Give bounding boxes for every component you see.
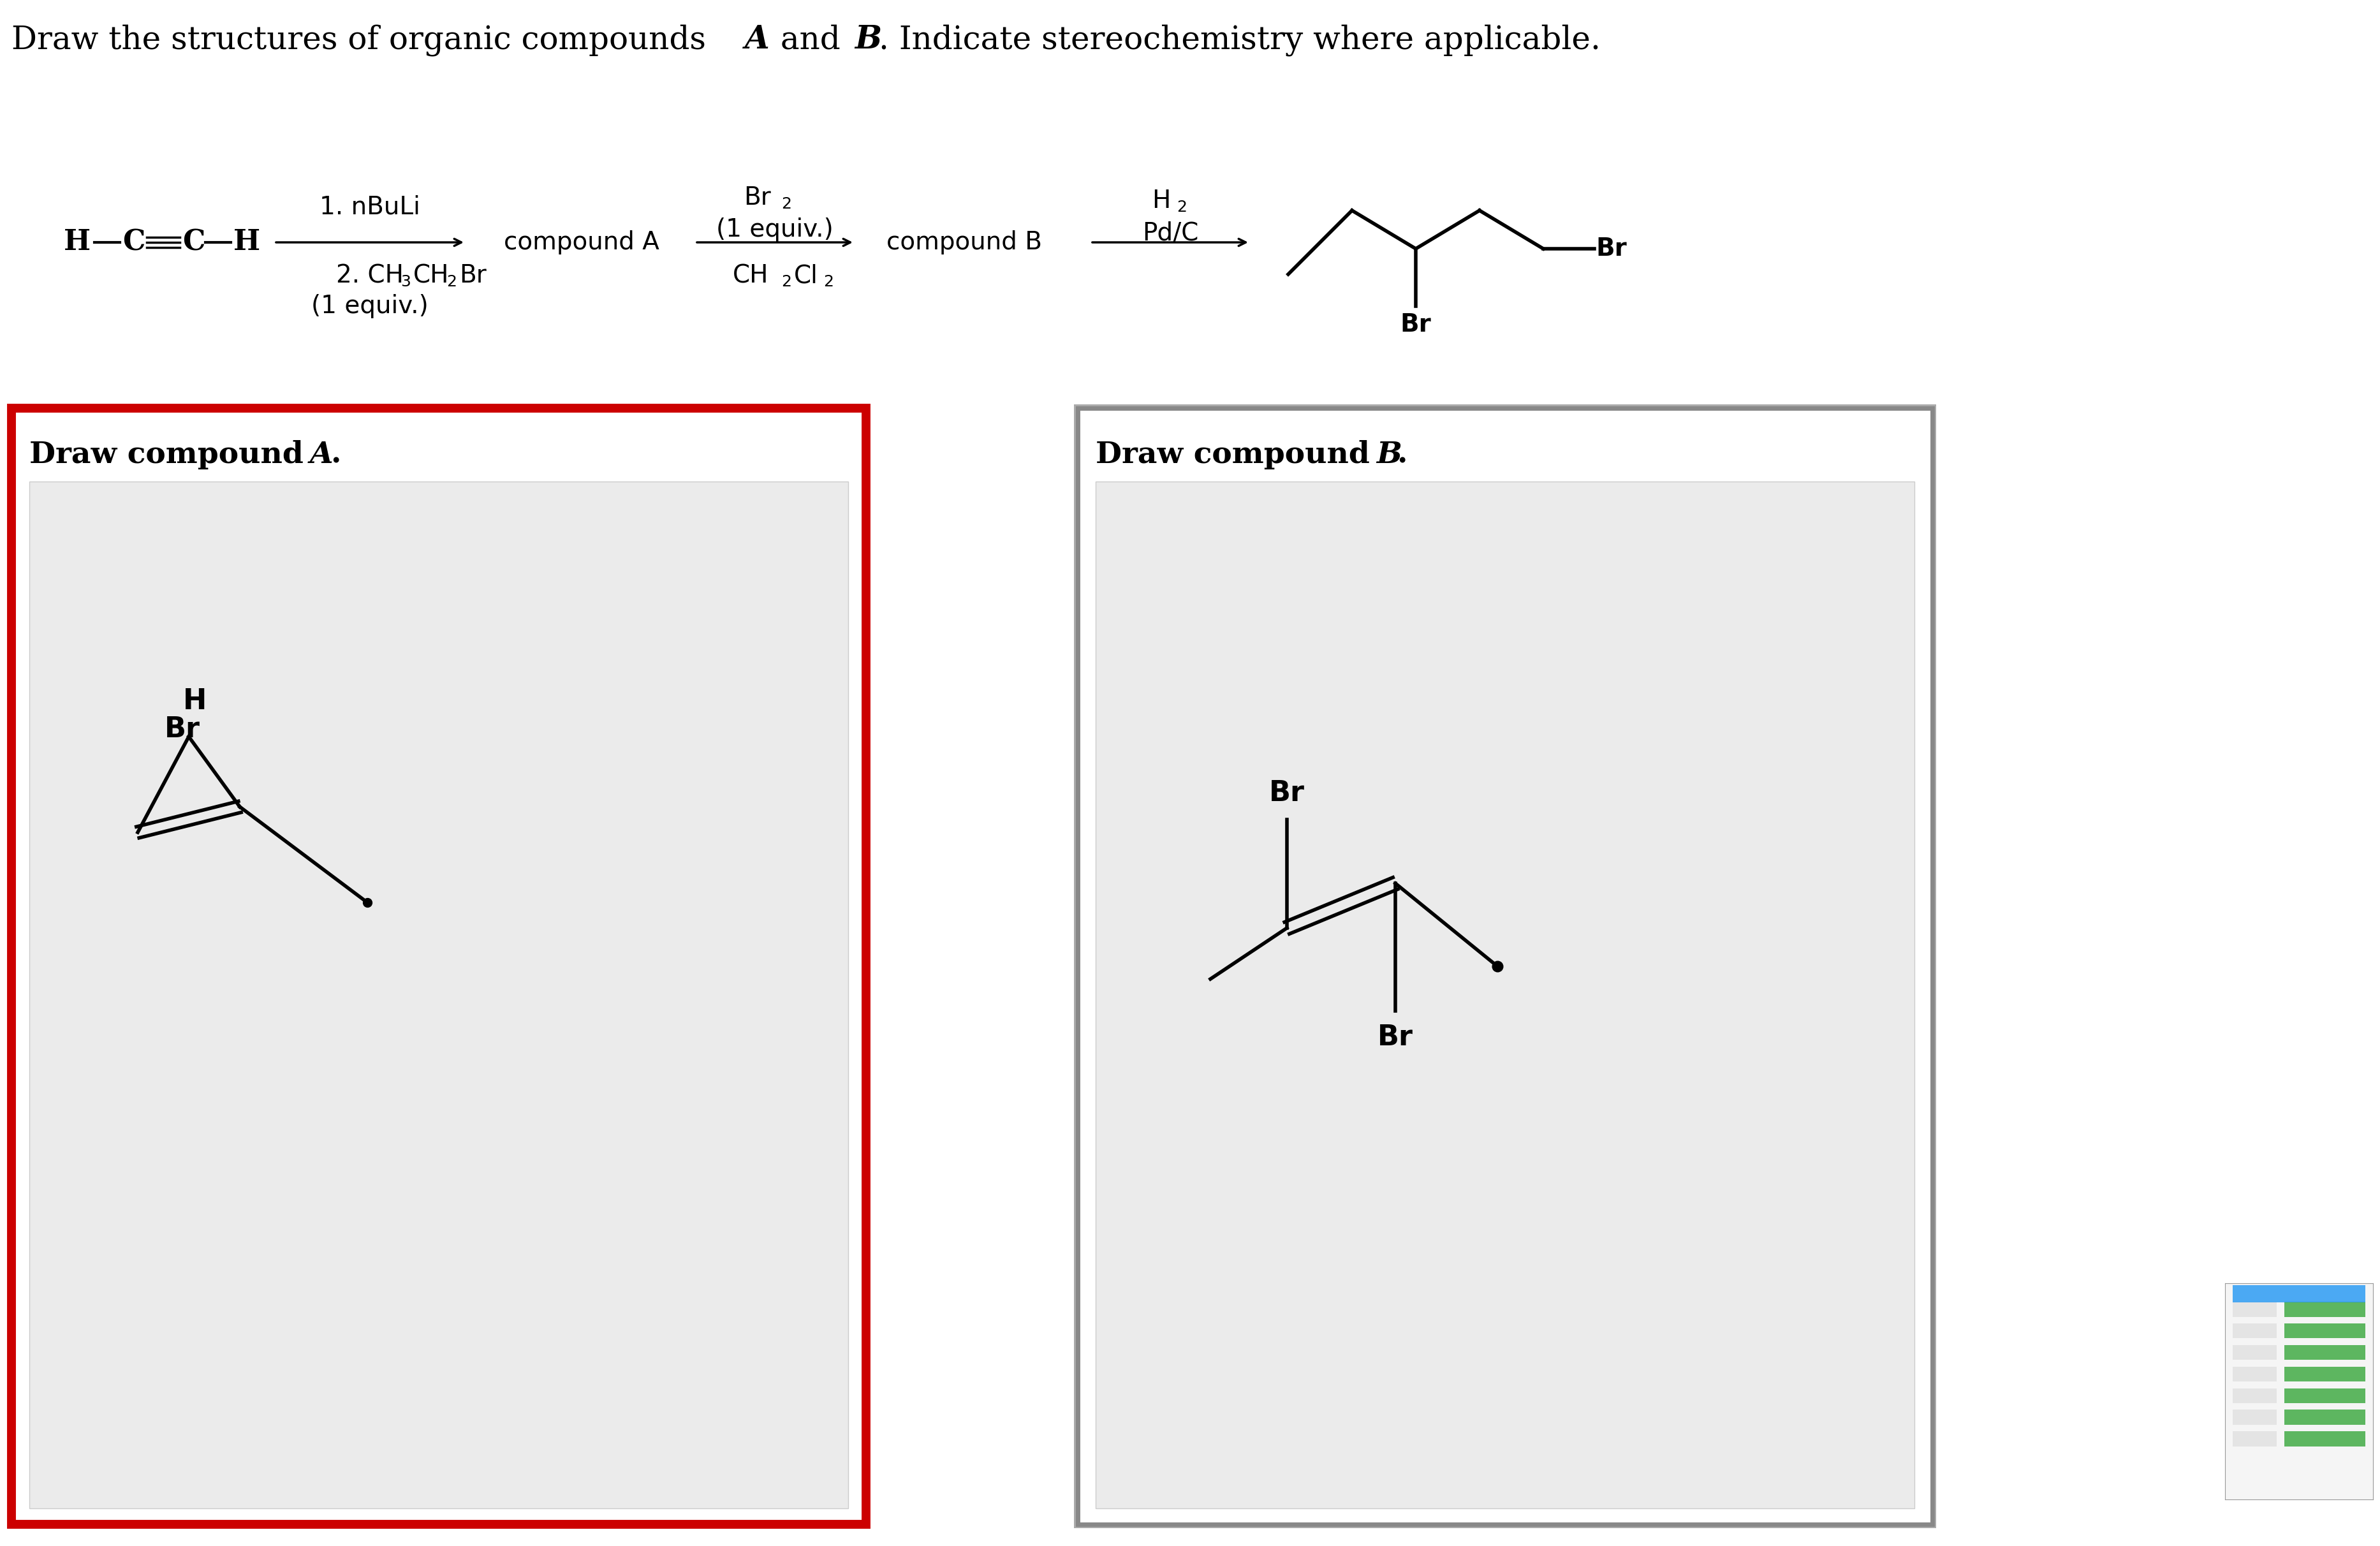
Text: 2. CH: 2. CH [336,263,405,288]
Text: 1. nBuLi: 1. nBuLi [319,195,421,220]
Text: Cl: Cl [795,263,819,288]
Bar [2232,1432,2278,1447]
Bar [2285,1302,2366,1317]
Text: compound A: compound A [505,230,659,255]
Text: CH: CH [414,263,450,288]
Text: .: . [331,441,340,470]
Text: (1 equiv.): (1 equiv.) [312,294,428,318]
Text: and: and [771,25,850,56]
Text: Br: Br [1595,237,1626,261]
Bar [1095,481,1914,1509]
Text: 2: 2 [1176,199,1188,215]
Bar [2232,1388,2278,1404]
Text: Draw compound: Draw compound [29,441,314,470]
Bar [2285,1367,2366,1382]
Bar [7,405,869,1527]
Text: 3: 3 [400,274,412,289]
Text: 2: 2 [781,196,793,212]
Text: . Indicate stereochemistry where applicable.: . Indicate stereochemistry where applica… [878,25,1602,56]
Bar [29,481,847,1509]
Text: H: H [183,688,207,716]
Bar [1078,408,1933,1524]
Text: Draw the structures of organic compounds: Draw the structures of organic compounds [12,25,716,56]
Text: Draw compound: Draw compound [1095,441,1380,470]
Bar [2285,1345,2366,1360]
Text: .: . [1397,441,1407,470]
Text: (1 equiv.): (1 equiv.) [716,218,833,241]
Bar [2285,1388,2366,1404]
Text: Br: Br [743,186,771,210]
Text: H: H [64,229,90,257]
Text: C: C [183,229,205,257]
Bar [2232,1367,2278,1382]
Text: 2: 2 [447,274,457,289]
Bar [1073,405,1937,1527]
Text: B: B [854,25,881,56]
Text: Br: Br [164,716,200,742]
Text: A: A [309,441,333,470]
Bar [2232,1410,2278,1425]
Bar [2285,1323,2366,1339]
Text: Br: Br [459,263,486,288]
Bar [12,408,866,1524]
Text: B: B [1376,441,1402,470]
Text: 2: 2 [781,274,793,289]
Bar [2232,1302,2278,1317]
Bar [2285,1432,2366,1447]
Text: H: H [1152,189,1171,213]
Text: Br: Br [1399,312,1430,337]
Bar [2232,1285,2366,1303]
Text: H: H [233,229,259,257]
Text: 2: 2 [823,274,833,289]
Text: CH: CH [733,263,769,288]
Bar [2285,1410,2366,1425]
Text: compound B: compound B [885,230,1042,255]
Text: C: C [121,229,145,257]
Text: Br: Br [1269,779,1304,807]
Text: Br: Br [1378,1023,1414,1051]
Bar [2232,1323,2278,1339]
Bar [1078,408,1933,1524]
Bar [12,408,866,1524]
Text: A: A [745,25,769,56]
Bar [2232,1345,2278,1360]
Text: Pd/C: Pd/C [1142,221,1200,244]
